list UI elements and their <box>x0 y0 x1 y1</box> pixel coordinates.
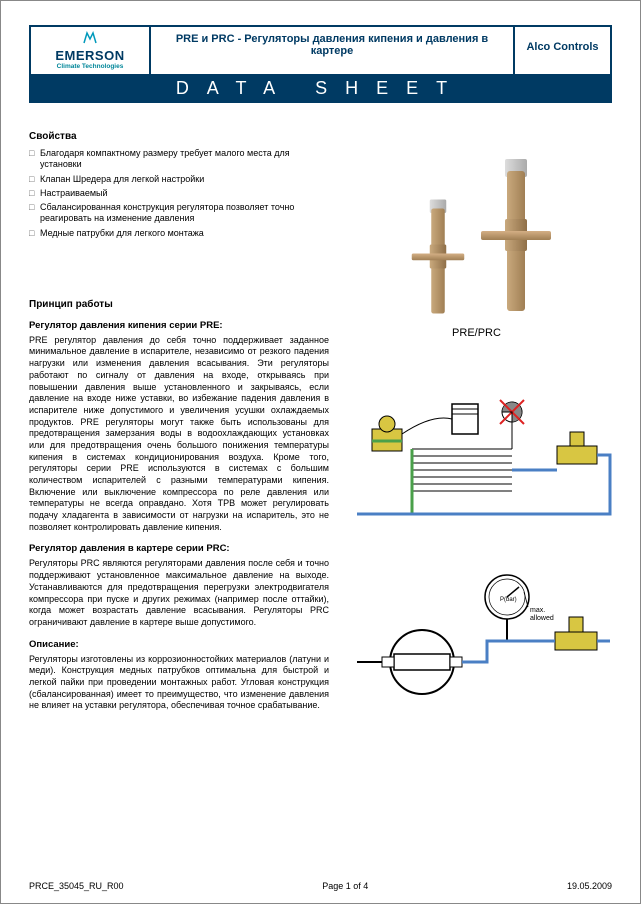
banner-datasheet: DATA SHEET <box>31 76 610 101</box>
svg-text:P(bar): P(bar) <box>500 597 517 603</box>
logo-subtitle: Climate Technologies <box>37 63 143 70</box>
header: EMERSON Climate Technologies PRE и PRC -… <box>29 25 612 103</box>
valve-large-icon <box>481 171 551 321</box>
brand-name: Alco Controls <box>515 27 610 74</box>
page: EMERSON Climate Technologies PRE и PRC -… <box>0 0 641 904</box>
feature-text: Клапан Шредера для легкой настройки <box>40 174 204 185</box>
doc-number: PRCE_35045_RU_R00 <box>29 881 124 891</box>
schematic-diagram-1 <box>352 394 612 544</box>
document-title: PRE и PRC - Регуляторы давления кипения … <box>151 27 515 74</box>
bullet-icon: □ <box>29 202 40 225</box>
max-allowed-label: max. <box>530 607 545 614</box>
schematic-diagram-2: P(bar) max. allowed <box>352 562 612 712</box>
operation-title: Принцип работы <box>29 299 329 310</box>
right-column: PRE/PRC <box>341 131 612 712</box>
features-section: Свойства □Благодаря компактному размеру … <box>29 131 329 239</box>
desc-subtitle: Описание: <box>29 639 329 650</box>
desc-body: Регуляторы изготовлены из коррозионносто… <box>29 654 329 712</box>
logo-cell: EMERSON Climate Technologies <box>31 27 151 74</box>
logo-name: EMERSON <box>37 48 143 63</box>
bullet-icon: □ <box>29 228 40 239</box>
pre-body: PRE регулятор давления до себя точно под… <box>29 335 329 534</box>
feature-text: Благодаря компактному размеру требует ма… <box>40 148 329 171</box>
content-area: Свойства □Благодаря компактному размеру … <box>29 131 612 712</box>
svg-text:allowed: allowed <box>530 615 554 622</box>
pre-subtitle: Регулятор давления кипения серии PRE: <box>29 320 329 331</box>
feature-item: □Благодаря компактному размеру требует м… <box>29 148 329 171</box>
bullet-icon: □ <box>29 148 40 171</box>
bullet-icon: □ <box>29 174 40 185</box>
product-photo <box>377 131 577 321</box>
prc-body: Регуляторы PRC являются регуляторами дав… <box>29 558 329 628</box>
feature-text: Медные патрубки для легкого монтажа <box>40 228 204 239</box>
feature-text: Сбалансированная конструкция регулятора … <box>40 202 329 225</box>
page-number: Page 1 of 4 <box>322 881 368 891</box>
doc-date: 19.05.2009 <box>567 881 612 891</box>
emerson-logo-icon <box>37 31 143 48</box>
feature-item: □Настраиваемый <box>29 188 329 199</box>
product-label: PRE/PRC <box>341 327 612 339</box>
feature-item: □Медные патрубки для легкого монтажа <box>29 228 329 239</box>
features-title: Свойства <box>29 131 329 142</box>
prc-subtitle: Регулятор давления в картере серии PRC: <box>29 543 329 554</box>
header-top-row: EMERSON Climate Technologies PRE и PRC -… <box>31 27 610 76</box>
valve-small-icon <box>411 209 464 322</box>
left-column: Свойства □Благодаря компактному размеру … <box>29 131 329 712</box>
footer: PRCE_35045_RU_R00 Page 1 of 4 19.05.2009 <box>29 881 612 891</box>
feature-item: □Сбалансированная конструкция регулятора… <box>29 202 329 225</box>
feature-item: □Клапан Шредера для легкой настройки <box>29 174 329 185</box>
feature-text: Настраиваемый <box>40 188 108 199</box>
bullet-icon: □ <box>29 188 40 199</box>
